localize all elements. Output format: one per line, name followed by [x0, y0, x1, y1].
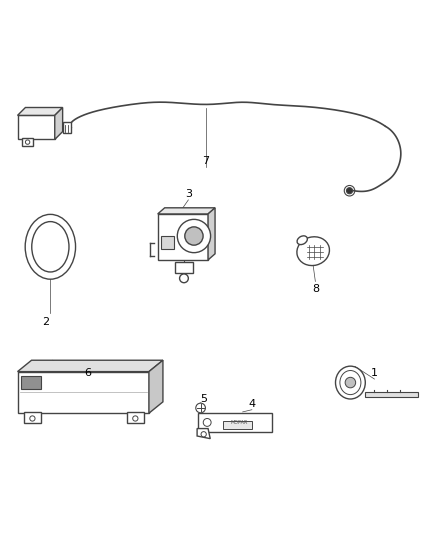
Text: 1: 1 — [371, 368, 378, 378]
Text: 6: 6 — [84, 368, 91, 378]
Polygon shape — [158, 208, 215, 214]
Polygon shape — [18, 360, 163, 372]
Bar — [223, 421, 252, 429]
Ellipse shape — [340, 370, 361, 394]
Bar — [161, 236, 174, 249]
Circle shape — [196, 403, 205, 413]
Text: 8: 8 — [312, 284, 319, 294]
Circle shape — [346, 188, 353, 194]
Circle shape — [203, 418, 211, 426]
Bar — [21, 376, 41, 389]
Text: 2: 2 — [42, 317, 49, 327]
Bar — [365, 392, 418, 397]
Text: 7: 7 — [202, 156, 209, 166]
Bar — [18, 115, 55, 140]
Ellipse shape — [25, 214, 76, 279]
Text: 3: 3 — [185, 189, 192, 199]
Ellipse shape — [336, 366, 365, 399]
Ellipse shape — [297, 236, 307, 245]
Circle shape — [185, 227, 203, 245]
Text: 4: 4 — [248, 399, 255, 409]
Bar — [175, 262, 193, 273]
Text: MOPAR: MOPAR — [230, 420, 247, 425]
Bar — [22, 138, 33, 146]
Polygon shape — [55, 108, 63, 140]
Circle shape — [30, 416, 35, 421]
Circle shape — [201, 432, 206, 437]
Circle shape — [25, 140, 30, 144]
Bar — [24, 412, 41, 423]
Bar — [158, 214, 208, 260]
Circle shape — [180, 274, 188, 282]
FancyBboxPatch shape — [198, 413, 272, 432]
Circle shape — [133, 416, 138, 421]
Polygon shape — [208, 208, 215, 260]
Circle shape — [177, 220, 211, 253]
Ellipse shape — [297, 237, 329, 265]
Bar — [127, 412, 144, 423]
Circle shape — [345, 377, 356, 388]
Ellipse shape — [32, 222, 69, 272]
Polygon shape — [149, 360, 163, 413]
Polygon shape — [18, 108, 63, 115]
Bar — [63, 122, 71, 133]
Bar — [18, 372, 149, 413]
Polygon shape — [197, 429, 210, 439]
Text: 5: 5 — [200, 394, 207, 405]
